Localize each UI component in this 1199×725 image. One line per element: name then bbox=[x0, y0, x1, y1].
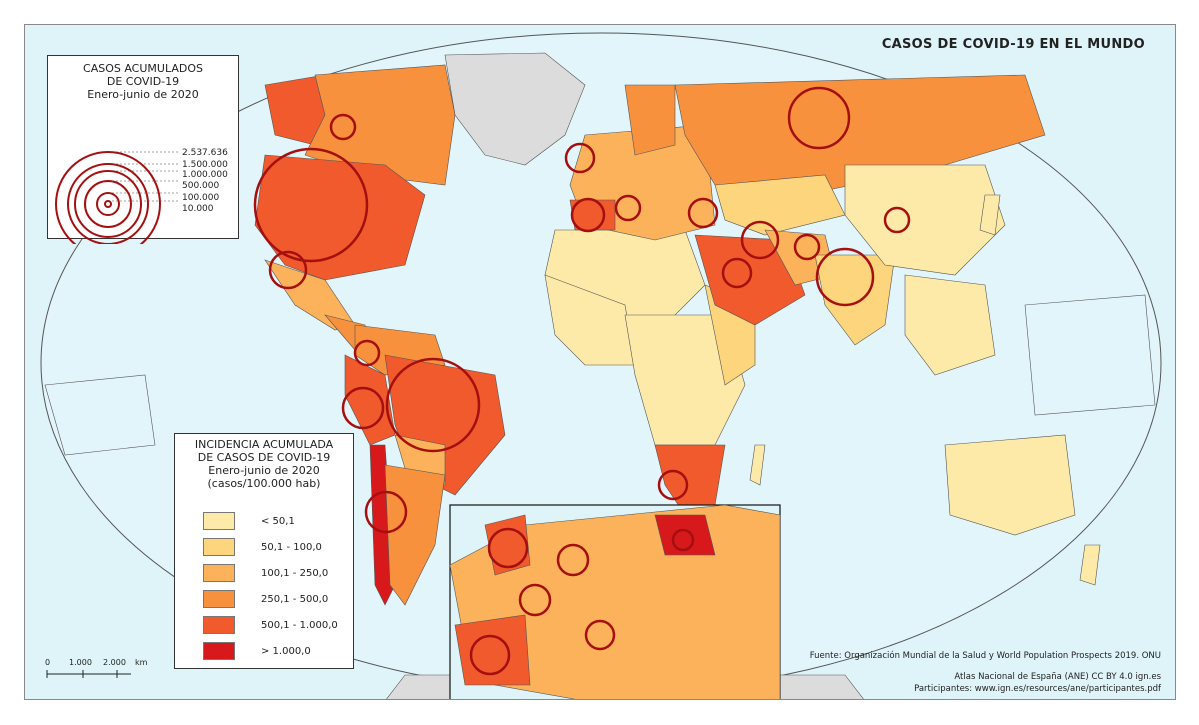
incidence-legend-title-4: (casos/100.000 hab) bbox=[207, 477, 321, 490]
prop-legend-title-1: CASOS ACUMULADOS bbox=[83, 62, 203, 75]
circle-turkey bbox=[687, 197, 719, 229]
circle-saudi bbox=[721, 257, 753, 289]
legend-class-1: < 50,1 bbox=[203, 512, 295, 530]
legend-class-label-4: 250,1 - 500,0 bbox=[261, 593, 329, 605]
kazakhstan-central-asia bbox=[714, 174, 846, 236]
china bbox=[844, 164, 1006, 276]
circle-italy bbox=[614, 194, 642, 222]
greenland bbox=[444, 52, 586, 166]
map-title: CASOS DE COVID-19 EN EL MUNDO bbox=[881, 37, 1145, 52]
circle-mexico bbox=[268, 250, 308, 290]
legend-class-6: > 1.000,0 bbox=[203, 642, 311, 660]
prop-legend-value-1: 2.537.636 bbox=[182, 148, 228, 158]
legend-swatch-1 bbox=[203, 512, 235, 530]
prop-legend-title-3: Enero-junio de 2020 bbox=[87, 88, 199, 101]
argentina bbox=[384, 464, 446, 606]
incidence-legend-title-1: INCIDENCIA ACUMULADA bbox=[194, 438, 334, 451]
legend-class-label-3: 100,1 - 250,0 bbox=[261, 567, 329, 579]
australia bbox=[944, 434, 1076, 536]
legend-circle-1500000 bbox=[67, 163, 149, 244]
circle-south-africa bbox=[657, 469, 689, 501]
circle-inset-uk bbox=[487, 527, 529, 569]
usa bbox=[254, 154, 426, 281]
pacific-outline-east bbox=[1024, 294, 1156, 416]
legend-swatch-5 bbox=[203, 616, 235, 634]
circle-chile bbox=[364, 490, 408, 534]
chile bbox=[369, 444, 396, 606]
legend-class-3: 100,1 - 250,0 bbox=[203, 564, 328, 582]
incidence-legend-title-2: DE CASOS DE COVID-19 bbox=[197, 451, 331, 464]
circle-inset-belarus bbox=[671, 528, 695, 552]
west-africa bbox=[544, 274, 636, 366]
circle-uk bbox=[564, 142, 596, 174]
legend-class-2: 50,1 - 100,0 bbox=[203, 538, 322, 556]
prop-legend-circles bbox=[55, 151, 178, 244]
pacific-outline-west bbox=[44, 374, 156, 456]
legend-circle-500000 bbox=[84, 180, 132, 228]
incidence-legend-title-3: Enero-junio de 2020 bbox=[208, 464, 320, 477]
madagascar bbox=[749, 444, 766, 486]
southeast-asia bbox=[904, 274, 996, 376]
japan bbox=[979, 194, 1001, 236]
legend-circle-2537636 bbox=[55, 151, 161, 244]
circle-usa bbox=[253, 147, 369, 263]
circle-spain bbox=[570, 197, 606, 233]
legend-class-label-5: 500,1 - 1.000,0 bbox=[261, 619, 338, 631]
legend-class-label-2: 50,1 - 100,0 bbox=[261, 541, 322, 553]
peru-ecuador bbox=[344, 354, 396, 446]
scale-label-1000: 1.000 bbox=[69, 658, 92, 667]
legend-swatch-3 bbox=[203, 564, 235, 582]
circle-india bbox=[815, 247, 875, 307]
circle-inset-france bbox=[518, 583, 552, 617]
circle-pakistan bbox=[793, 233, 821, 261]
legend-class-5: 500,1 - 1.000,0 bbox=[203, 616, 338, 634]
prop-legend-value-3: 1.000.000 bbox=[182, 170, 228, 180]
legend-swatch-4 bbox=[203, 590, 235, 608]
proportional-circles-legend: CASOS ACUMULADOS DE COVID-19 Enero-junio… bbox=[47, 55, 239, 244]
inset-belarus bbox=[654, 514, 716, 556]
circle-inset-germany bbox=[556, 543, 590, 577]
map-frame: CASOS DE COVID-19 EN EL MUNDO CASOS ACUM… bbox=[24, 24, 1176, 700]
case-circles bbox=[253, 86, 911, 676]
scale-label-2000: 2.000 bbox=[103, 658, 126, 667]
credits-line-1: Atlas Nacional de España (ANE) CC BY 4.0… bbox=[954, 672, 1161, 682]
prop-legend-value-6: 10.000 bbox=[182, 204, 214, 214]
prop-legend-value-4: 500.000 bbox=[182, 181, 220, 191]
legend-class-label-1: < 50,1 bbox=[261, 515, 295, 527]
credits-line-2: Participantes: www.ign.es/resources/ane/… bbox=[914, 684, 1161, 694]
circle-brazil bbox=[385, 357, 481, 453]
incidence-legend: INCIDENCIA ACUMULADA DE CASOS DE COVID-1… bbox=[174, 433, 354, 669]
circle-inset-italy bbox=[584, 619, 616, 651]
new-zealand bbox=[1079, 544, 1101, 586]
scale-bar: 0 1.000 2.000 km bbox=[45, 658, 155, 678]
circle-russia bbox=[787, 86, 851, 150]
scale-label-0: 0 bbox=[45, 658, 51, 667]
circle-colombia bbox=[353, 339, 381, 367]
inset-iberia bbox=[454, 614, 531, 686]
circle-canada bbox=[329, 113, 357, 141]
legend-circle-10000 bbox=[104, 200, 112, 208]
legend-class-4: 250,1 - 500,0 bbox=[203, 590, 328, 608]
legend-circle-100000 bbox=[96, 192, 120, 216]
legend-swatch-6 bbox=[203, 642, 235, 660]
prop-legend-value-5: 100.000 bbox=[182, 193, 220, 203]
prop-legend-title-2: DE COVID-19 bbox=[106, 75, 180, 88]
scandinavia bbox=[624, 84, 676, 156]
circle-peru bbox=[341, 386, 385, 430]
circle-inset-spain bbox=[469, 634, 511, 676]
scale-label-unit: km bbox=[135, 658, 148, 667]
circle-iran bbox=[740, 220, 780, 260]
source-note: Fuente: Organización Mundial de la Salud… bbox=[809, 651, 1161, 661]
circle-china bbox=[883, 206, 911, 234]
legend-swatch-2 bbox=[203, 538, 235, 556]
scale-bar-graphic bbox=[46, 670, 131, 678]
prop-legend-value-2: 1.500.000 bbox=[182, 160, 228, 170]
legend-class-label-6: > 1.000,0 bbox=[261, 645, 311, 657]
